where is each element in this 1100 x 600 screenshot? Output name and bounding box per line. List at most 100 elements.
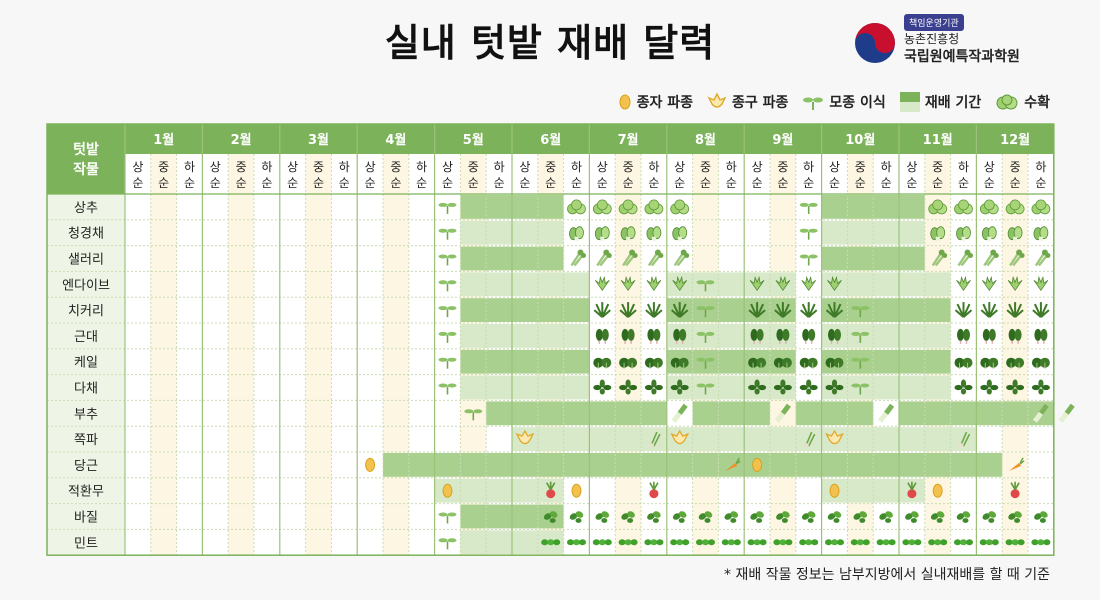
chard-icon: [982, 328, 996, 344]
growing-period-dark: [486, 401, 667, 426]
chicory-icon: [1032, 302, 1050, 318]
leek-icon: [878, 403, 895, 423]
crop-name: 다채: [74, 382, 98, 397]
kale-icon: [619, 357, 638, 369]
growing-period-dark: [460, 349, 590, 374]
period-label: 하: [1035, 160, 1046, 174]
bulb-icon: [515, 429, 535, 445]
basil-icon: [750, 511, 764, 523]
scallion-icon: [802, 431, 816, 448]
column-background: [125, 194, 151, 556]
period-label: 하: [803, 160, 814, 174]
kale-icon: [1031, 357, 1050, 369]
endive-icon: [775, 275, 791, 291]
kale-icon: [980, 357, 999, 369]
kale-icon: [954, 357, 973, 369]
tatsoi-icon: [1031, 379, 1050, 395]
taeguk-emblem-icon: [855, 23, 895, 63]
page-title: 실내 텃밭 재배 달력: [384, 21, 716, 65]
bokchoy-icon: [620, 226, 636, 241]
tatsoi-icon: [644, 379, 663, 395]
period-header-cell: [770, 154, 796, 194]
period-label: 상: [442, 160, 453, 174]
period-label: 중: [236, 160, 247, 174]
period-header-cell: [950, 154, 977, 194]
crop-name: 민트: [74, 536, 98, 551]
crop-name: 치커리: [68, 304, 104, 319]
legend-item-period: 재배 기간: [899, 92, 981, 112]
period-label: 순: [932, 176, 943, 190]
period-header-cell: [279, 154, 306, 194]
period-label: 순: [468, 176, 479, 190]
mint-icon: [696, 539, 715, 546]
tatsoi-icon: [980, 379, 999, 395]
basil-icon: [776, 511, 790, 523]
chard-icon: [802, 328, 816, 344]
period-label: 순: [261, 176, 272, 190]
crop-header-cell: [47, 124, 125, 194]
seedling-icon: [438, 280, 457, 292]
period-header-cell: [666, 154, 693, 194]
period-label: 순: [1035, 176, 1046, 190]
period-header-cell: [150, 154, 177, 194]
month-label: 3월: [308, 132, 329, 148]
tatsoi-icon: [825, 379, 844, 395]
period-label: 순: [803, 176, 814, 190]
chicory-icon: [671, 302, 689, 318]
legend-item-seed: 종자 파종: [618, 92, 693, 112]
seedling-icon: [438, 383, 457, 395]
period-label: 상: [984, 160, 995, 174]
basil-icon: [621, 511, 635, 523]
bokchoy-icon: [672, 226, 688, 241]
bokchoy-icon: [569, 226, 584, 241]
period-label: 순: [184, 176, 195, 190]
period-label: 상: [365, 160, 376, 174]
crop-name: 상추: [74, 201, 98, 216]
period-header-cell: [1028, 154, 1054, 194]
lettuce-icon: [618, 199, 638, 215]
seed-icon: [442, 483, 453, 498]
month-label: 4월: [385, 132, 406, 148]
leek-icon: [774, 403, 791, 423]
seedling-icon: [851, 357, 870, 369]
growing-period-dark: [821, 298, 951, 322]
mint-icon: [954, 539, 973, 546]
mint-icon: [979, 539, 999, 546]
period-header-cell: [434, 154, 461, 194]
period-label: 상: [674, 160, 685, 174]
period-label: 중: [313, 160, 324, 174]
basil-icon: [879, 511, 893, 523]
seed-icon: [365, 457, 376, 472]
period-label: 중: [623, 160, 634, 174]
period-label: 하: [648, 160, 659, 174]
growing-period-dark: [383, 453, 719, 477]
celery-icon: [1009, 249, 1025, 267]
seed-icon: [752, 457, 763, 472]
chicory-icon: [748, 302, 766, 318]
chard-icon: [957, 328, 970, 344]
kale-icon: [799, 357, 818, 369]
month-label: 2월: [231, 132, 252, 148]
seedling-icon: [803, 97, 824, 110]
period-header-cell: [615, 154, 641, 194]
scallion-icon: [957, 431, 971, 448]
period-label: 상: [829, 160, 840, 174]
basil-icon: [569, 511, 584, 523]
mint-icon: [1005, 539, 1025, 546]
rda-logo: 책임운영기관 농촌진흥청 국립원예특작과학원: [852, 14, 1052, 70]
period-label: 중: [545, 160, 556, 174]
crop-name: 바질: [74, 511, 98, 526]
chard-icon: [1034, 328, 1048, 344]
chicory-icon: [800, 302, 818, 318]
radish-icon: [649, 481, 659, 499]
basil-icon: [827, 511, 842, 523]
crop-name: 샐러리: [68, 253, 104, 268]
month-label: 9월: [772, 132, 793, 148]
tatsoi-icon: [773, 379, 792, 395]
basil-icon: [956, 511, 971, 523]
chard-icon: [1008, 328, 1022, 344]
period-label: 순: [442, 176, 453, 190]
lettuce-icon: [1005, 199, 1025, 215]
period-header-cell: [305, 154, 332, 194]
